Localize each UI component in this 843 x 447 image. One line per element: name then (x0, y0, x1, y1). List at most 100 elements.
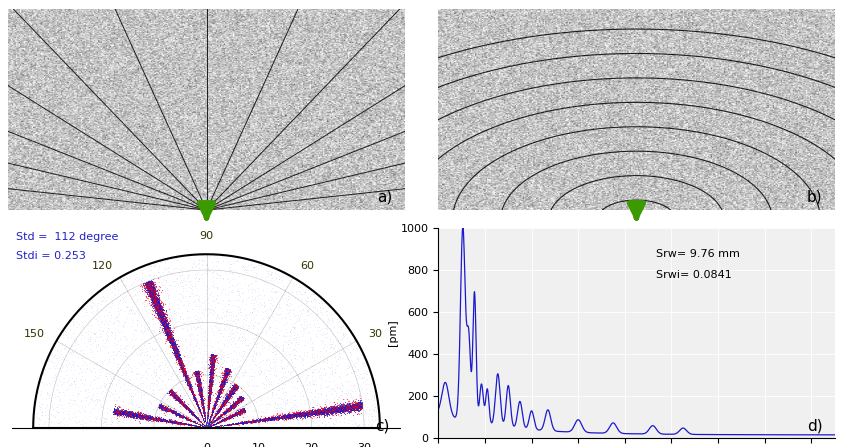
Point (278, 413, 292, 420)
Point (149, 292, 163, 299)
Point (350, 354, 363, 361)
Point (191, 367, 204, 375)
Point (142, 286, 156, 293)
Point (142, 412, 156, 419)
Point (285, 411, 298, 418)
Point (205, 363, 218, 370)
Point (204, 378, 217, 385)
Point (180, 416, 194, 423)
Point (229, 381, 243, 388)
Point (328, 401, 341, 408)
Point (221, 407, 234, 414)
Point (285, 412, 298, 419)
Point (164, 386, 178, 393)
Point (215, 383, 228, 390)
Point (217, 342, 231, 350)
Point (125, 346, 138, 353)
Point (178, 367, 191, 375)
Point (147, 292, 160, 299)
Point (128, 411, 142, 418)
Point (163, 388, 176, 396)
Point (352, 392, 366, 400)
Point (154, 315, 168, 322)
Point (154, 415, 168, 422)
Point (206, 409, 219, 417)
Point (207, 362, 221, 369)
Point (253, 289, 266, 296)
Point (132, 412, 145, 419)
Point (304, 410, 318, 417)
Point (195, 399, 208, 406)
Point (142, 281, 156, 288)
Point (283, 306, 297, 313)
Point (173, 357, 186, 364)
Point (234, 394, 248, 401)
Point (265, 415, 278, 422)
Point (192, 375, 206, 382)
Point (224, 403, 238, 410)
Point (280, 396, 293, 403)
Point (97, 392, 110, 400)
Point (171, 354, 185, 361)
Point (209, 420, 223, 427)
Point (182, 380, 196, 387)
Point (299, 411, 313, 418)
Point (164, 389, 178, 396)
Point (114, 407, 127, 414)
Point (169, 395, 182, 402)
Point (188, 418, 201, 425)
Point (209, 396, 223, 404)
Point (217, 377, 230, 384)
Point (142, 280, 156, 287)
Point (207, 355, 221, 363)
Point (293, 411, 306, 418)
Point (153, 308, 167, 315)
Point (114, 407, 127, 414)
Point (108, 355, 121, 363)
Point (223, 389, 237, 396)
Point (346, 405, 359, 412)
Point (240, 325, 254, 333)
Point (206, 362, 219, 369)
Point (205, 355, 218, 362)
Point (163, 417, 176, 425)
Point (173, 399, 186, 406)
Point (202, 396, 216, 404)
Point (158, 322, 172, 329)
Point (190, 413, 203, 421)
Point (198, 412, 212, 419)
Point (224, 391, 238, 398)
Point (192, 381, 206, 388)
Point (91, 300, 105, 307)
Point (126, 411, 140, 418)
Point (153, 337, 166, 345)
Point (125, 365, 138, 372)
Point (217, 408, 231, 415)
Point (148, 293, 162, 300)
Point (332, 404, 346, 411)
Point (193, 390, 207, 397)
Point (153, 403, 167, 410)
Point (144, 281, 158, 288)
Point (202, 395, 216, 402)
Point (169, 394, 182, 401)
Point (192, 416, 206, 423)
Point (353, 404, 367, 411)
Point (114, 410, 127, 417)
Point (143, 284, 157, 291)
Point (215, 377, 228, 384)
Point (120, 413, 133, 420)
Point (294, 410, 308, 417)
Point (214, 384, 228, 391)
Point (356, 402, 369, 409)
Point (170, 418, 184, 426)
Point (203, 392, 217, 399)
Point (137, 284, 151, 291)
Point (231, 382, 244, 389)
Point (154, 403, 168, 410)
Point (282, 412, 296, 419)
Point (234, 409, 247, 417)
Point (158, 405, 172, 412)
Point (168, 391, 181, 398)
Point (319, 408, 333, 415)
